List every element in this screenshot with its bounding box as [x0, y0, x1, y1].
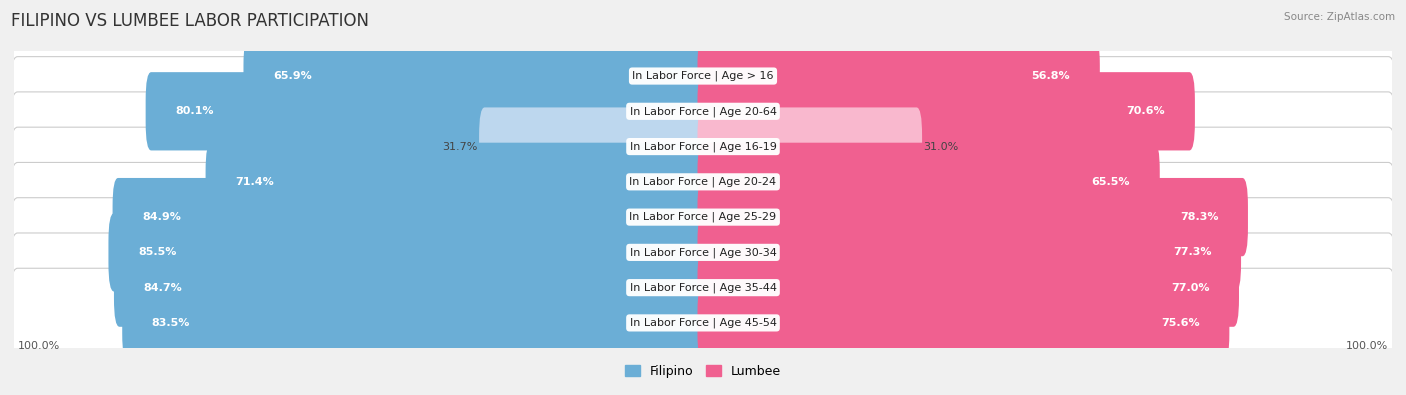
FancyBboxPatch shape	[122, 284, 709, 362]
Text: 70.6%: 70.6%	[1126, 106, 1166, 116]
Text: 84.7%: 84.7%	[143, 283, 183, 293]
Text: In Labor Force | Age 25-29: In Labor Force | Age 25-29	[630, 212, 776, 222]
FancyBboxPatch shape	[697, 248, 1239, 327]
FancyBboxPatch shape	[10, 127, 1396, 237]
Text: In Labor Force | Age 20-24: In Labor Force | Age 20-24	[630, 177, 776, 187]
Text: In Labor Force | Age > 16: In Labor Force | Age > 16	[633, 71, 773, 81]
FancyBboxPatch shape	[697, 284, 1229, 362]
FancyBboxPatch shape	[205, 143, 709, 221]
Text: In Labor Force | Age 16-19: In Labor Force | Age 16-19	[630, 141, 776, 152]
Text: 31.7%: 31.7%	[443, 141, 478, 152]
FancyBboxPatch shape	[10, 56, 1396, 166]
FancyBboxPatch shape	[108, 213, 709, 292]
FancyBboxPatch shape	[10, 162, 1396, 272]
Text: In Labor Force | Age 35-44: In Labor Force | Age 35-44	[630, 282, 776, 293]
FancyBboxPatch shape	[697, 213, 1241, 292]
FancyBboxPatch shape	[697, 178, 1249, 256]
FancyBboxPatch shape	[697, 72, 1195, 150]
FancyBboxPatch shape	[10, 21, 1396, 131]
Text: 77.3%: 77.3%	[1173, 247, 1212, 258]
Text: 75.6%: 75.6%	[1161, 318, 1199, 328]
Text: 100.0%: 100.0%	[1347, 341, 1389, 351]
FancyBboxPatch shape	[10, 268, 1396, 378]
Text: 100.0%: 100.0%	[17, 341, 59, 351]
Text: 71.4%: 71.4%	[235, 177, 274, 187]
FancyBboxPatch shape	[10, 92, 1396, 201]
Text: 56.8%: 56.8%	[1032, 71, 1070, 81]
Text: 83.5%: 83.5%	[152, 318, 190, 328]
FancyBboxPatch shape	[697, 37, 1099, 115]
Text: 65.9%: 65.9%	[273, 71, 312, 81]
FancyBboxPatch shape	[697, 107, 922, 186]
Text: FILIPINO VS LUMBEE LABOR PARTICIPATION: FILIPINO VS LUMBEE LABOR PARTICIPATION	[11, 12, 370, 30]
Text: 80.1%: 80.1%	[176, 106, 214, 116]
Text: In Labor Force | Age 45-54: In Labor Force | Age 45-54	[630, 318, 776, 328]
Text: 84.9%: 84.9%	[142, 212, 181, 222]
Text: 31.0%: 31.0%	[924, 141, 959, 152]
FancyBboxPatch shape	[479, 107, 709, 186]
FancyBboxPatch shape	[10, 233, 1396, 342]
FancyBboxPatch shape	[243, 37, 709, 115]
Text: In Labor Force | Age 20-64: In Labor Force | Age 20-64	[630, 106, 776, 117]
FancyBboxPatch shape	[697, 143, 1160, 221]
FancyBboxPatch shape	[114, 248, 709, 327]
FancyBboxPatch shape	[146, 72, 709, 150]
Text: 77.0%: 77.0%	[1171, 283, 1209, 293]
Text: In Labor Force | Age 30-34: In Labor Force | Age 30-34	[630, 247, 776, 258]
FancyBboxPatch shape	[10, 198, 1396, 307]
Text: 65.5%: 65.5%	[1091, 177, 1130, 187]
Text: 78.3%: 78.3%	[1180, 212, 1219, 222]
Legend: Filipino, Lumbee: Filipino, Lumbee	[620, 360, 786, 383]
Text: Source: ZipAtlas.com: Source: ZipAtlas.com	[1284, 12, 1395, 22]
Text: 85.5%: 85.5%	[138, 247, 176, 258]
FancyBboxPatch shape	[112, 178, 709, 256]
